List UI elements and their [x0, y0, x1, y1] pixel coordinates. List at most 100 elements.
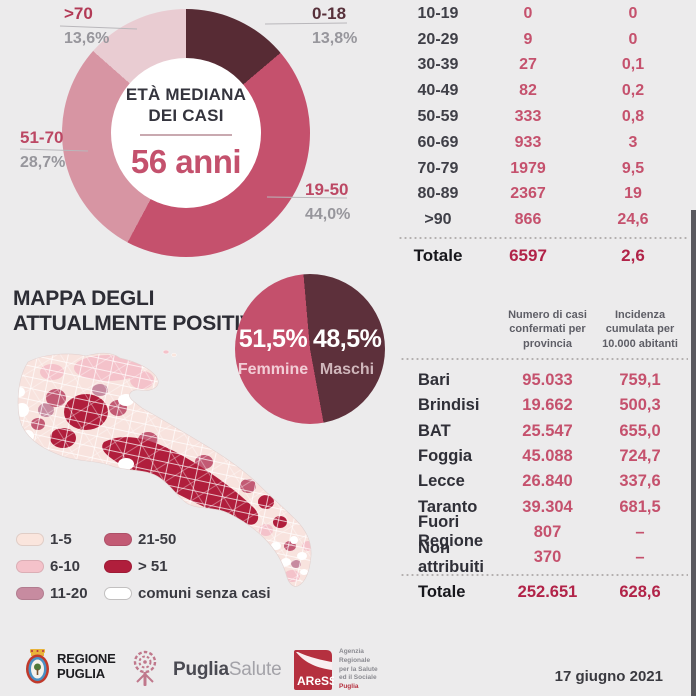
- donut-center: ETÀ MEDIANA DEI CASI 56 anni: [111, 58, 261, 208]
- col-header-cases: Numero di casi confermati per provincia: [508, 309, 587, 350]
- aress-puglia-label: Puglia: [339, 683, 359, 691]
- table-row: 30-39 27 0,1: [398, 53, 688, 79]
- segment-name: >70: [64, 4, 93, 23]
- table-row: 80-89 2367 19: [398, 182, 688, 208]
- province-incidence: –: [635, 522, 645, 541]
- donut-title-line2: DEI CASI: [148, 105, 224, 125]
- legend-label: 11-20: [50, 585, 88, 602]
- age-label: 40-49: [417, 82, 459, 100]
- male-pct: 48,5%: [313, 325, 382, 353]
- province-cases: 45.088: [522, 446, 573, 465]
- segment-name: 51-70: [20, 128, 64, 147]
- age-label: 10-19: [417, 4, 459, 22]
- legend-swatch-over-51: [104, 560, 132, 573]
- age-label: 30-39: [417, 56, 459, 74]
- median-age-donut-section: ETÀ MEDIANA DEI CASI 56 anni >70 13,6% 0…: [0, 0, 396, 262]
- table-row: Lecce 26.840 337,6: [400, 469, 688, 494]
- female-label: Femmine: [237, 361, 309, 378]
- donut-label-19-50: 19-50 44,0%: [305, 180, 350, 225]
- vertical-scrollbar[interactable]: [691, 210, 696, 696]
- age-value: 933: [514, 133, 542, 151]
- female-pct: 51,5%: [238, 325, 308, 353]
- aress-logo: AReSS Agenzia Regionale per la Salute ed…: [292, 648, 378, 692]
- donut-label-51-70: 51-70 28,7%: [20, 128, 65, 173]
- province-name: Brindisi: [418, 396, 480, 415]
- table-row: 70-79 1979 9,5: [398, 156, 688, 182]
- total-value: 6597: [509, 246, 547, 266]
- province-cases: 19.662: [522, 396, 573, 415]
- age-value: 1979: [510, 159, 546, 177]
- age-label: >90: [424, 211, 452, 229]
- puglia-salute-tree-icon: [133, 650, 157, 686]
- dotted-separator: [400, 357, 688, 360]
- age-label: 20-29: [417, 30, 459, 48]
- map-section-title: MAPPA DEGLI ATTUALMENTE POSITIVI: [13, 287, 260, 337]
- total-label: Totale: [413, 246, 463, 266]
- aress-agency-text: Agenzia Regionale per la Salute ed il So…: [339, 648, 378, 691]
- province-name: Taranto: [418, 497, 478, 516]
- age-rate: 24,6: [617, 211, 649, 229]
- dotted-separator: [398, 237, 688, 240]
- age-value: 9: [523, 30, 533, 48]
- segment-name: 19-50: [305, 180, 349, 199]
- province-name: Lecce: [418, 472, 465, 491]
- age-breakdown-table: 10-19 0 0 20-29 9 0 30-39 27 0,1 40-49 82 0,2 50…: [398, 1, 688, 269]
- col-header-incidence: Incidenza cumulata per 10.000 abitanti: [602, 309, 678, 350]
- province-incidence: 337,6: [619, 472, 661, 491]
- table-row: Taranto 39.304 681,5: [400, 494, 688, 519]
- segment-pct: 44,0%: [305, 206, 351, 224]
- gender-pie-chart: 51,5% Femmine 48,5% Maschi: [235, 274, 385, 424]
- legend-label: 6-10: [50, 558, 81, 575]
- puglia-salute-wordmark: PugliaSalute: [173, 659, 282, 680]
- age-donut-chart: ETÀ MEDIANA DEI CASI 56 anni: [62, 9, 310, 257]
- dotted-separator: [400, 574, 688, 577]
- table-row: BAT 25.547 655,0: [400, 418, 688, 443]
- footer: REGIONE PUGLIA PugliaSalute AReSS Agenzi…: [0, 638, 696, 696]
- province-incidence: 681,5: [619, 497, 661, 516]
- age-label: 70-79: [417, 159, 459, 177]
- legend-label: > 51: [138, 558, 168, 575]
- legend-swatch-21-50: [104, 533, 132, 546]
- donut-label-over70: >70 13,6%: [64, 4, 109, 49]
- donut-title: ETÀ MEDIANA DEI CASI: [126, 85, 246, 126]
- aress-mark-icon: AReSS: [294, 650, 334, 690]
- male-share: 48,5% Maschi: [313, 325, 382, 378]
- province-table-header: Numero di casi confermati per provincia …: [400, 308, 688, 351]
- age-label: 50-59: [417, 108, 459, 126]
- age-value: 2367: [510, 185, 546, 203]
- segment-name: 0-18: [312, 4, 347, 23]
- segment-pct: 28,7%: [20, 154, 66, 172]
- donut-title-line1: ETÀ MEDIANA: [125, 85, 247, 105]
- age-rate: 9,5: [621, 159, 645, 177]
- table-row: Non attribuiti 370 –: [400, 539, 688, 576]
- province-cases: 25.547: [522, 421, 573, 440]
- segment-pct: 13,8%: [312, 30, 358, 48]
- legend-label: 1-5: [50, 531, 72, 548]
- age-value: 866: [514, 211, 542, 229]
- age-rate: 0,1: [621, 56, 645, 74]
- regione-puglia-logo: REGIONE PUGLIA: [25, 648, 116, 685]
- segment-pct: 13,6%: [64, 30, 110, 48]
- table-row: Foggia 45.088 724,7: [400, 444, 688, 469]
- legend-swatch-no-cases: [104, 587, 132, 600]
- legend-swatch-1-5: [16, 533, 44, 546]
- regione-puglia-crest-icon: [26, 649, 49, 684]
- table-row: Brindisi 19.662 500,3: [400, 393, 688, 418]
- province-cases: 39.304: [522, 497, 573, 516]
- age-rate: 19: [624, 185, 642, 203]
- table-row: 40-49 82 0,2: [398, 78, 688, 104]
- legend-swatch-6-10: [16, 560, 44, 573]
- puglia-salute-logo: PugliaSalute: [127, 650, 282, 690]
- total-incidence: 628,6: [619, 583, 661, 602]
- province-incidence: 655,0: [619, 421, 661, 440]
- map-title-line2: ATTUALMENTE POSITIVI: [13, 311, 260, 335]
- table-row: 20-29 9 0: [398, 27, 688, 53]
- svg-text:AReSS: AReSS: [297, 674, 334, 688]
- province-table: Numero di casi confermati per provincia …: [400, 308, 688, 606]
- donut-divider: [140, 133, 232, 136]
- age-value: 82: [519, 82, 537, 100]
- table-row: 60-69 933 3: [398, 130, 688, 156]
- legend-label: 21-50: [138, 531, 177, 548]
- province-cases: 95.033: [522, 371, 573, 390]
